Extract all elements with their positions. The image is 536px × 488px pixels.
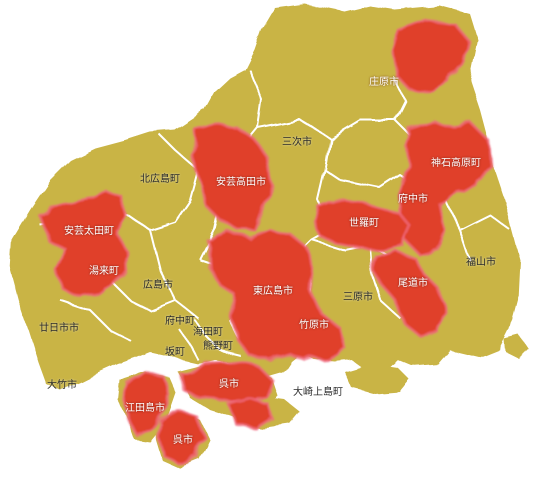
border-line xyxy=(194,319,241,356)
border-line xyxy=(179,329,199,361)
highlight-etajima xyxy=(122,370,172,439)
border-line xyxy=(459,214,511,231)
highlight-kure-islands-east xyxy=(225,396,274,430)
label-otake: 大竹市 xyxy=(47,380,77,391)
label-fuchu-city: 府中市 xyxy=(398,194,428,205)
label-yuki: 湯来町 xyxy=(89,266,119,277)
label-akitakata: 安芸高田市 xyxy=(216,177,266,188)
highlight-layer xyxy=(38,18,492,466)
label-osakikamijima: 大崎上島町 xyxy=(293,387,343,398)
border-line xyxy=(149,229,201,321)
label-higashihiroshima: 東広島市 xyxy=(253,286,293,297)
border-line xyxy=(127,169,199,231)
label-sera: 世羅町 xyxy=(349,218,379,229)
label-hatsukaichi: 廿日市市 xyxy=(39,323,79,334)
border-line xyxy=(369,244,401,319)
highlight-kure-islands xyxy=(156,408,206,466)
label-kure-islands: 呉市 xyxy=(173,435,193,446)
label-akiota: 安芸太田町 xyxy=(64,226,114,237)
highlight-higashihiroshima xyxy=(206,228,347,362)
label-onomichi: 尾道市 xyxy=(398,278,428,289)
islands-onomichi xyxy=(380,330,450,366)
highlight-jinsekikogen-fuchu xyxy=(396,120,492,257)
label-kure: 呉市 xyxy=(219,379,239,390)
highlight-sera xyxy=(312,198,412,252)
label-mihara: 三原市 xyxy=(343,292,373,303)
highlight-shobara xyxy=(390,18,470,94)
label-kumano: 熊野町 xyxy=(203,341,233,352)
label-kitahiroshima: 北広島町 xyxy=(140,174,180,185)
highlight-kure xyxy=(178,360,274,406)
label-fuchu-town: 府中町 xyxy=(165,316,195,327)
label-etajima: 江田島市 xyxy=(125,403,165,414)
border-line xyxy=(109,279,176,311)
highlight-onomichi xyxy=(370,248,447,338)
label-hiroshima: 広島市 xyxy=(143,280,173,291)
border-line xyxy=(59,299,131,341)
highlight-akiota-yuki xyxy=(38,188,130,298)
label-kaita: 海田町 xyxy=(193,327,223,338)
border-line xyxy=(394,79,406,121)
border-line xyxy=(329,119,411,139)
label-shobara: 庄原市 xyxy=(369,77,399,88)
highlight-akitakata xyxy=(190,122,274,232)
label-jinsekikogen: 神石高原町 xyxy=(431,158,481,169)
label-fukuyama: 福山市 xyxy=(466,257,496,268)
label-saka: 坂町 xyxy=(165,347,185,358)
label-miyoshi: 三次市 xyxy=(282,137,312,148)
islands-small-east xyxy=(505,336,528,358)
islands-east xyxy=(345,364,410,394)
label-takehara: 竹原市 xyxy=(299,320,329,331)
